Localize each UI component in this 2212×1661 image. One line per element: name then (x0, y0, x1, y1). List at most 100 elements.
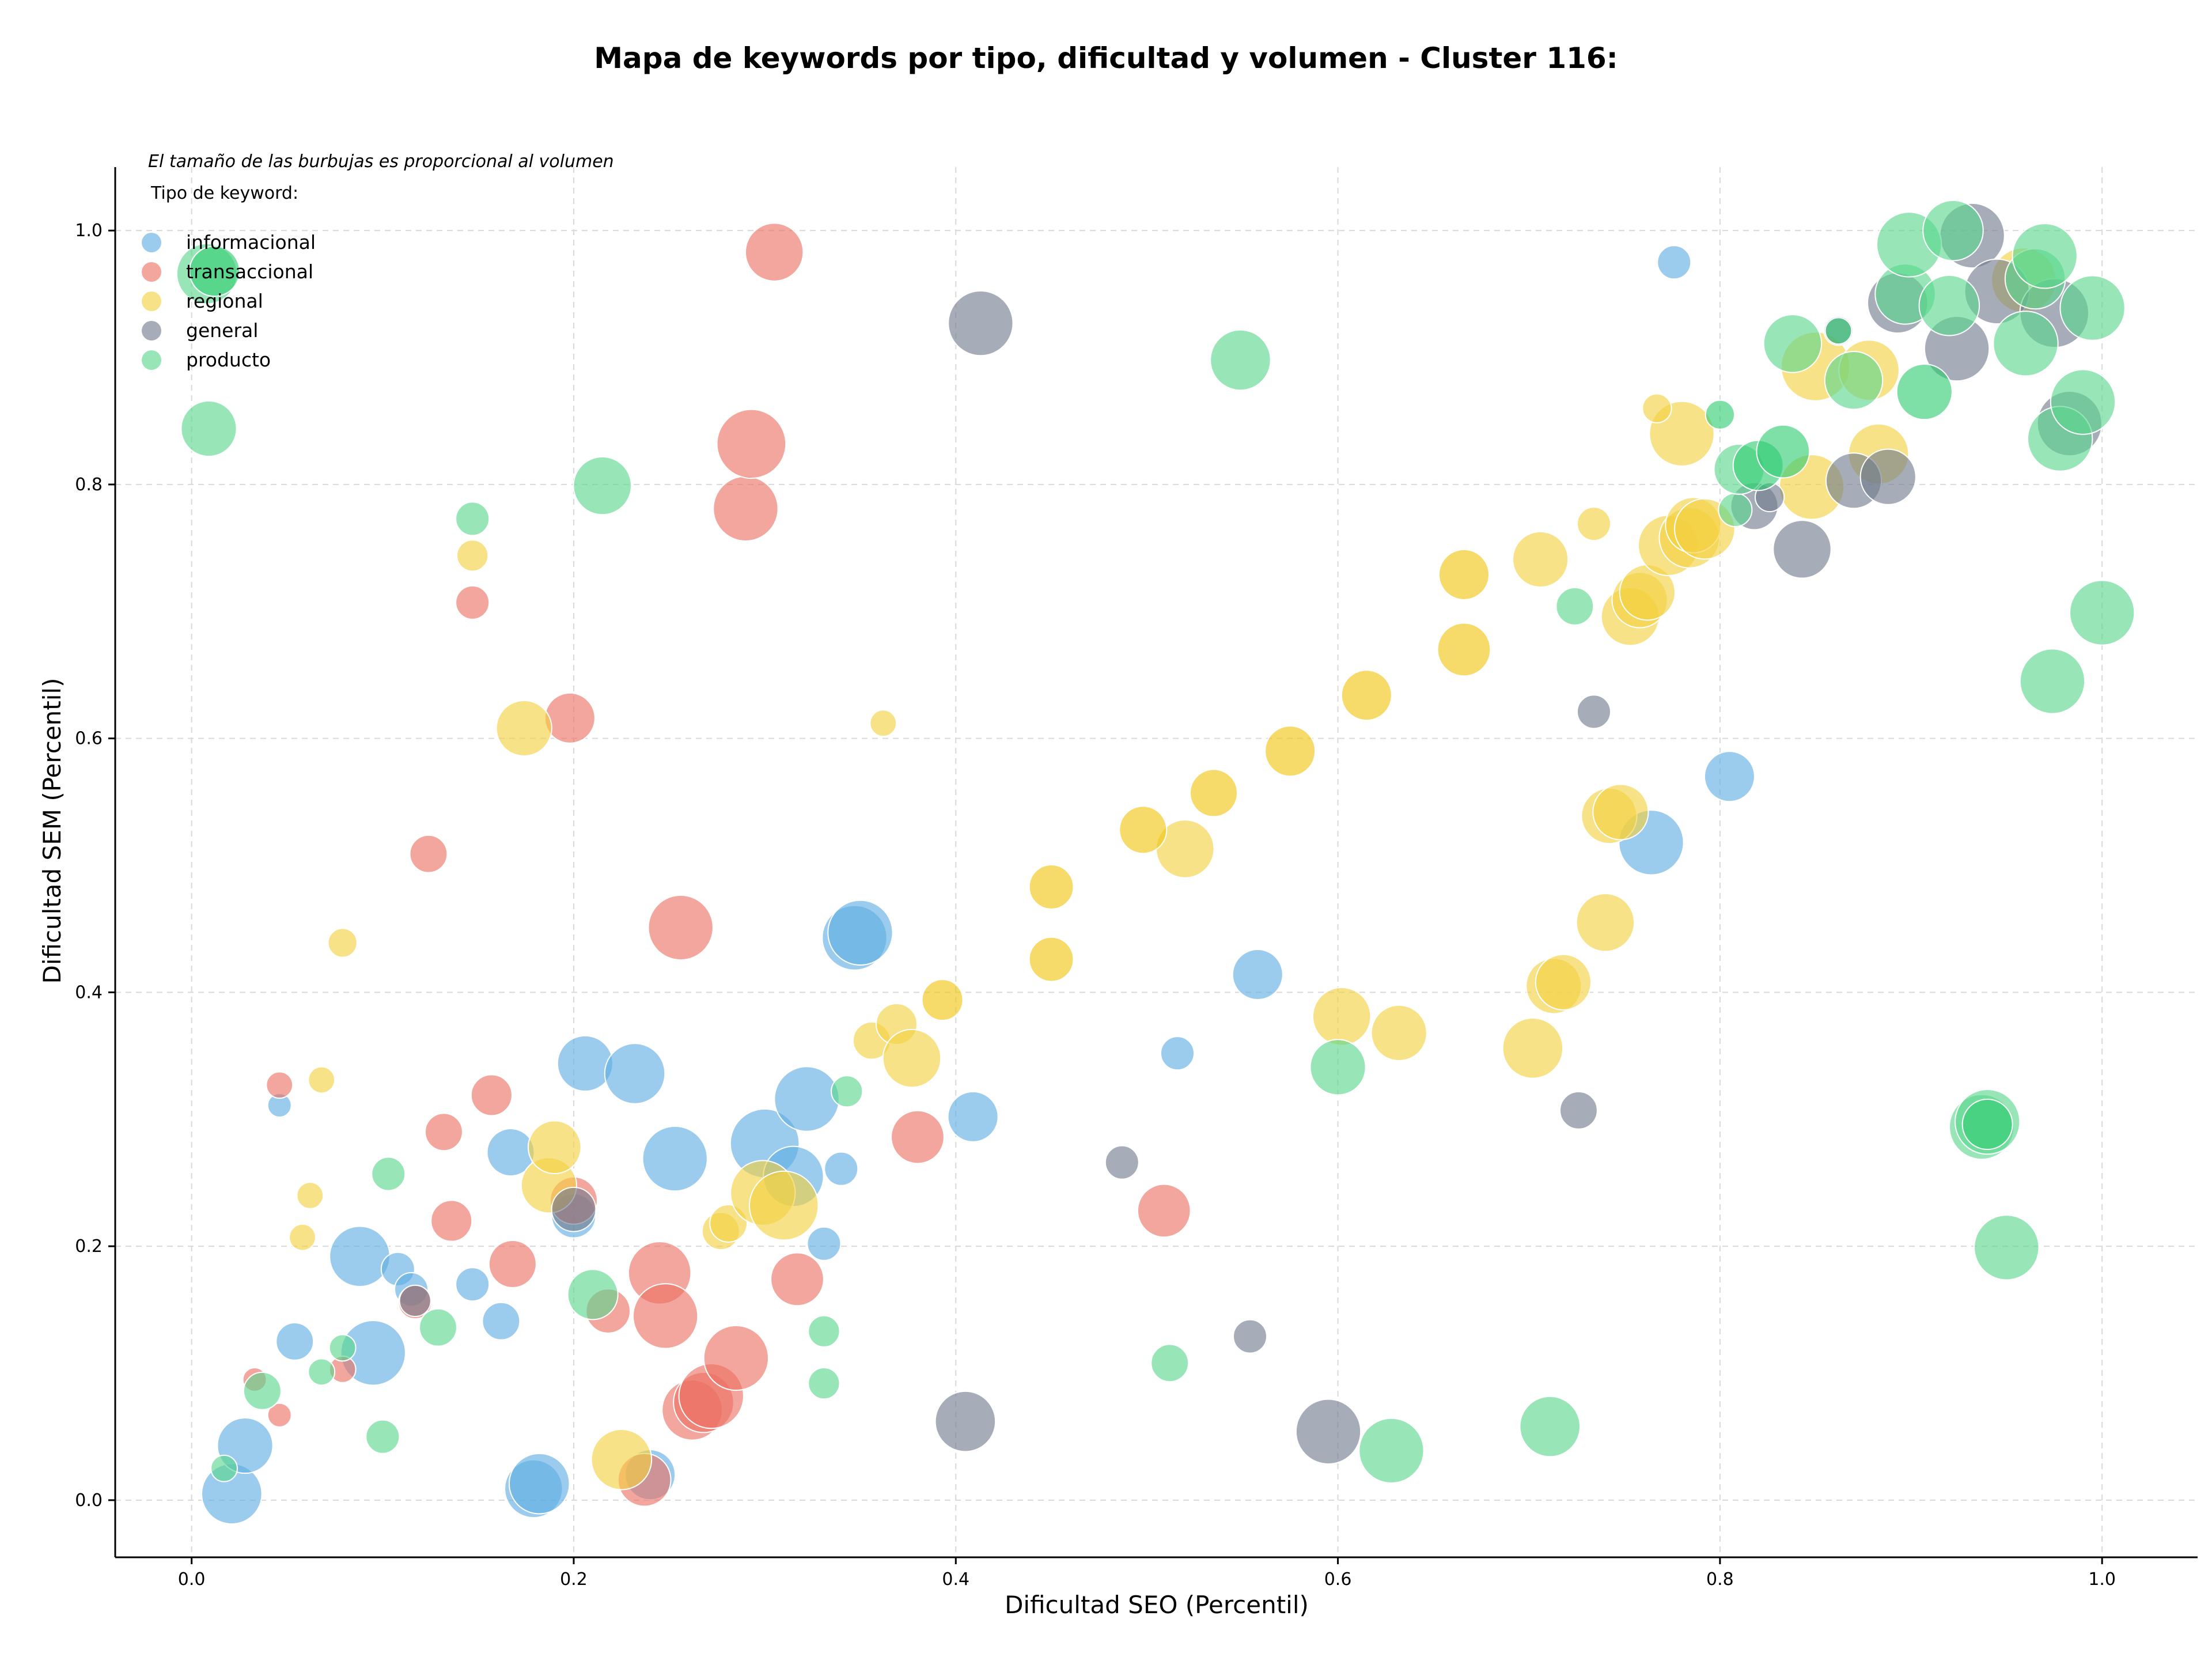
x-tick-label: 0.4 (942, 1569, 969, 1590)
bubble-regional (1642, 393, 1672, 423)
bubble-general (1295, 1398, 1362, 1465)
bubble-producto (1519, 1395, 1581, 1458)
x-tick-label: 0.6 (1324, 1569, 1352, 1590)
bubble-layer (176, 199, 2135, 1525)
bubble-transaccional (470, 1074, 513, 1117)
bubble-producto (1150, 1344, 1190, 1383)
bubble-transaccional (488, 1239, 537, 1288)
bubble-producto (2012, 223, 2078, 289)
bubble-regional (1576, 506, 1611, 542)
bubble-producto (1705, 399, 1735, 430)
bubble-informacional (329, 1225, 391, 1288)
bubble-producto (1718, 492, 1753, 527)
legend-label: producto (186, 349, 271, 371)
bubble-producto (2019, 648, 2086, 714)
bubble-general (399, 1284, 431, 1317)
bubble-transaccional (544, 692, 596, 744)
bubble-informacional (824, 1151, 859, 1186)
bubble-producto (365, 1419, 400, 1454)
bubble-producto (1824, 317, 1853, 345)
bubble-producto (1896, 363, 1953, 421)
bubble-transaccional (716, 408, 787, 479)
legend-label: regional (186, 290, 263, 312)
bubble-general (1104, 1145, 1139, 1180)
bubble-informacional (275, 1322, 315, 1361)
bubble-regional (1592, 784, 1649, 841)
bubble-regional (882, 1028, 942, 1088)
legend-marker (142, 262, 161, 282)
legend-label: general (186, 319, 258, 342)
bubble-informacional (482, 1301, 521, 1341)
bubble-producto (1309, 1039, 1366, 1096)
bubble-general (1559, 1091, 1598, 1130)
bubble-informacional (556, 1035, 613, 1092)
bubble-transaccional (647, 894, 714, 961)
bubble-regional (1028, 864, 1074, 910)
bubble-producto (243, 1371, 282, 1410)
bubble-regional (1512, 531, 1569, 588)
bubble-producto (1358, 1417, 1425, 1484)
bubble-transaccional (409, 834, 448, 873)
bubble-producto (2050, 369, 2116, 435)
bubble-informacional (1657, 245, 1692, 280)
legend-marker (142, 292, 161, 311)
bubble-producto (188, 245, 240, 297)
bubble-general (1772, 520, 1832, 579)
bubble-size-note: El tamaño de las burbujas es proporciona… (148, 152, 614, 172)
bubble-producto (2059, 275, 2126, 341)
bubble-regional (308, 1066, 336, 1094)
bubble-regional (456, 539, 489, 572)
bubble-regional (289, 1223, 316, 1251)
bubble-general (948, 290, 1014, 357)
bubble-transaccional (1137, 1183, 1191, 1238)
bubble-informacional (806, 1226, 842, 1261)
bubble-informacional (827, 899, 893, 966)
legend-title: Tipo de keyword: (150, 183, 298, 203)
x-tick-label: 0.8 (1706, 1569, 1734, 1590)
bubble-producto (1210, 329, 1271, 391)
bubble-general (1859, 448, 1916, 505)
bubble-producto (2069, 580, 2135, 646)
bubble-regional (1502, 1017, 1564, 1079)
legend-marker (142, 350, 161, 370)
legend-marker (142, 321, 161, 340)
bubble-producto (1961, 1099, 2013, 1151)
y-tick-label: 0.8 (75, 475, 103, 495)
bubble-transaccional (770, 1252, 824, 1307)
chart-title: Mapa de keywords por tipo, dificultad y … (594, 41, 1618, 75)
bubble-regional (869, 709, 897, 737)
bubble-general (934, 1390, 997, 1452)
bubble-regional (1189, 769, 1238, 818)
bubble-transaccional (455, 585, 490, 620)
y-tick-label: 0.0 (75, 1490, 103, 1511)
bubble-regional (296, 1182, 324, 1209)
bubble-producto (1974, 1214, 2040, 1281)
x-tick-label: 1.0 (2088, 1569, 2116, 1590)
bubble-producto (371, 1156, 406, 1191)
bubble-transaccional (267, 1402, 292, 1428)
bubble-general (551, 1186, 597, 1232)
bubble-transaccional (632, 1283, 699, 1349)
bubble-regional (1575, 892, 1635, 952)
legend-label: transaccional (186, 260, 313, 283)
bubble-producto (308, 1358, 336, 1386)
y-tick-label: 0.2 (75, 1236, 103, 1257)
bubble-producto (455, 501, 490, 536)
bubble-transaccional (425, 1113, 463, 1152)
bubble-producto (419, 1308, 457, 1347)
bubble-producto (567, 1269, 619, 1321)
axes: 0.0 0.2 0.4 0.6 0.8 1.0 0.0 0.2 0.4 0.6 0.8 1.0 (75, 167, 2198, 1590)
bubble-regional (527, 1120, 582, 1175)
bubble-regional (327, 928, 358, 958)
bubble-general (1576, 694, 1611, 729)
bubble-regional (1438, 548, 1490, 600)
bubble-informacional (455, 1267, 490, 1302)
legend-label: informacional (186, 231, 316, 253)
bubble-informacional (947, 1091, 999, 1142)
bubble-regional (1119, 805, 1168, 854)
bubble-regional (1312, 987, 1372, 1046)
bubble-transaccional (703, 1325, 770, 1391)
bubble-producto (1993, 311, 2059, 377)
y-tick-label: 0.6 (75, 729, 103, 749)
